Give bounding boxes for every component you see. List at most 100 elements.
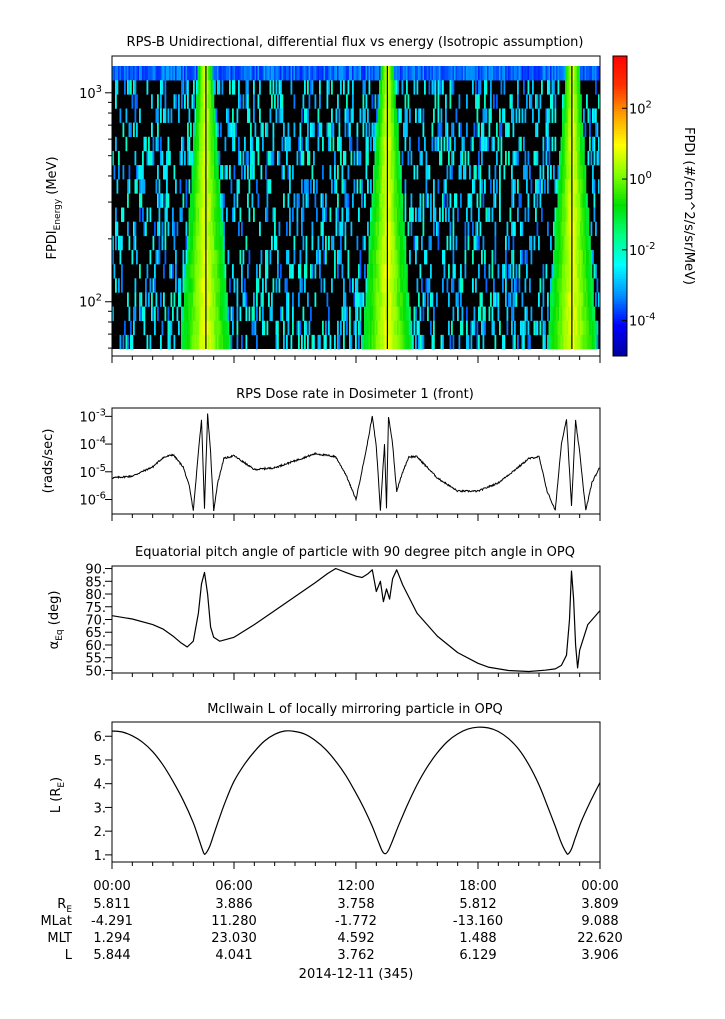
heatmap-cell (349, 320, 351, 336)
heatmap-cell (200, 179, 203, 194)
heatmap-cell (424, 292, 426, 307)
heatmap-cell (211, 207, 213, 222)
heatmap-cell (199, 221, 201, 237)
heatmap-cell (442, 80, 444, 95)
heatmap-cell (361, 66, 363, 81)
heatmap-cell (227, 66, 230, 81)
heatmap-cell (212, 334, 215, 350)
heatmap-cell (346, 320, 348, 336)
heatmap-cell (565, 193, 567, 208)
heatmap-cell (358, 334, 360, 350)
heatmap-cell (499, 320, 501, 336)
heatmap-cell (511, 221, 513, 237)
heatmap-cell (376, 306, 378, 322)
heatmap-cell (586, 221, 588, 237)
heatmap-cell (365, 334, 368, 350)
heatmap-cell (182, 80, 185, 95)
heatmap-cell (296, 207, 299, 222)
heatmap-cell (449, 193, 452, 208)
heatmap-cell (206, 122, 209, 138)
heatmap-cell (211, 320, 213, 336)
heatmap-cell (311, 221, 314, 237)
heatmap-cell (410, 66, 413, 81)
xtick-label: 00:00 (93, 879, 130, 894)
heatmap-cell (215, 292, 218, 307)
heatmap-cell (394, 320, 396, 336)
heatmap-cell (197, 221, 200, 237)
heatmap-cell (584, 122, 587, 138)
heatmap-cell (157, 193, 159, 208)
heatmap-cell (469, 165, 471, 180)
heatmap-cell (580, 306, 582, 322)
colorbar-segment (613, 218, 627, 222)
heatmap-cell (181, 80, 183, 95)
heatmap-cell (557, 292, 560, 307)
heatmap-cell (272, 278, 275, 293)
y-tick-label: 60. (85, 639, 106, 654)
heatmap-cell (217, 306, 219, 322)
heatmap-cell (143, 221, 146, 237)
heatmap-cell (350, 66, 353, 81)
heatmap-cell (418, 292, 420, 307)
heatmap-cell (113, 165, 116, 180)
heatmap-cell (367, 66, 369, 81)
heatmap-cell (344, 306, 347, 322)
heatmap-cell (184, 66, 186, 81)
heatmap-cell (590, 278, 593, 293)
colorbar-segment (613, 216, 627, 219)
heatmap-cell (382, 80, 384, 95)
heatmap-cell (139, 66, 141, 81)
heatmap-cell (271, 94, 273, 109)
heatmap-cell (164, 249, 167, 265)
heatmap-cell (379, 207, 381, 222)
heatmap-cell (374, 122, 377, 138)
heatmap-cell (211, 235, 213, 251)
heatmap-cell (320, 221, 323, 237)
heatmap-cell (256, 264, 258, 279)
heatmap-cell (161, 66, 164, 81)
heatmap-cell (319, 249, 321, 265)
heatmap-cell (188, 136, 191, 152)
heatmap-cell (260, 249, 263, 265)
heatmap-cell (308, 94, 311, 109)
heatmap-cell (230, 306, 233, 322)
heatmap-cell (208, 221, 210, 237)
heatmap-cell (280, 264, 282, 279)
heatmap-cell (298, 292, 300, 307)
heatmap-cell (596, 278, 599, 293)
heatmap-cell (292, 292, 294, 307)
heatmap-cell (481, 249, 483, 265)
heatmap-cell (376, 165, 378, 180)
heatmap-cell (200, 136, 203, 152)
colorbar-segment (613, 148, 627, 152)
heatmap-cell (218, 235, 221, 251)
heatmap-cell (581, 320, 584, 336)
heatmap-cell (568, 221, 570, 237)
heatmap-cell (517, 80, 519, 95)
heatmap-cell (521, 221, 524, 237)
heatmap-cell (578, 306, 581, 322)
heatmap-cell (556, 66, 558, 81)
heatmap-cell (178, 278, 180, 293)
heatmap-cell (212, 235, 215, 251)
ephemeris-value: 1.294 (93, 931, 130, 946)
heatmap-cell (185, 264, 188, 279)
heatmap-cell (280, 108, 282, 123)
heatmap-cell (401, 221, 404, 237)
heatmap-cell (185, 235, 188, 251)
heatmap-cell (589, 292, 591, 307)
heatmap-cell (307, 193, 309, 208)
heatmap-cell (448, 66, 450, 81)
heatmap-cell (529, 235, 531, 251)
heatmap-cell (470, 66, 473, 81)
heatmap-cell (286, 150, 288, 166)
heatmap-cell (553, 80, 555, 95)
heatmap-cell (241, 334, 243, 350)
heatmap-cell (476, 66, 479, 81)
heatmap-cell (557, 165, 560, 180)
heatmap-cell (520, 249, 522, 265)
heatmap-cell (421, 334, 423, 350)
heatmap-cell (482, 136, 485, 152)
heatmap-cell (299, 264, 302, 279)
heatmap-cell (251, 306, 254, 322)
